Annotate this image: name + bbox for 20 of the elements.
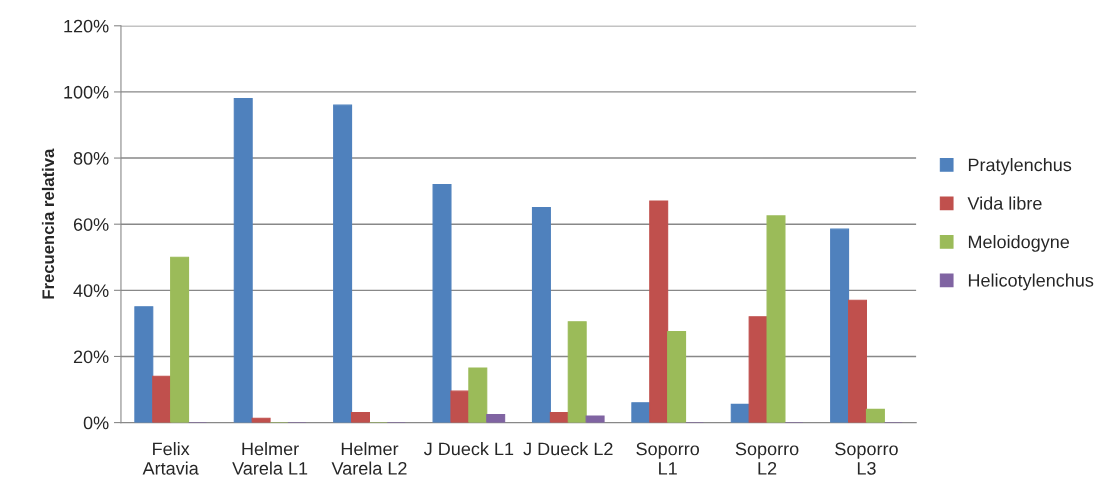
x-tick-label: J Dueck L1 [423, 442, 514, 456]
x-tick-label: Soporro L1 [636, 442, 700, 475]
legend-label: Helicotylenchus [968, 273, 1094, 291]
x-tick-label: Soporro L2 [735, 442, 799, 475]
x-tick-label: Soporro L3 [835, 442, 898, 475]
x-tick-label: Felix Artavia [142, 442, 199, 475]
x-tick-label: Helmer Varela L2 [331, 442, 407, 475]
y-tick-label: 80% [73, 151, 109, 165]
legend-label: Vida libre [967, 196, 1042, 210]
x-tick-label: Helmer Varela L1 [232, 442, 308, 475]
y-tick-label: 20% [73, 350, 109, 364]
y-tick-label: 60% [73, 218, 109, 231]
legend-label: Meloidogyne [968, 235, 1070, 252]
x-tick-label: J Dueck L2 [523, 442, 613, 456]
y-tick-label: 100% [64, 85, 109, 99]
y-axis-title: Frecuencia relativa [41, 148, 55, 299]
legend-label: Pratylenchus [968, 158, 1072, 175]
y-tick-label: 0% [83, 416, 109, 430]
y-tick-label: 120% [64, 19, 109, 33]
y-tick-label: 40% [73, 284, 109, 298]
